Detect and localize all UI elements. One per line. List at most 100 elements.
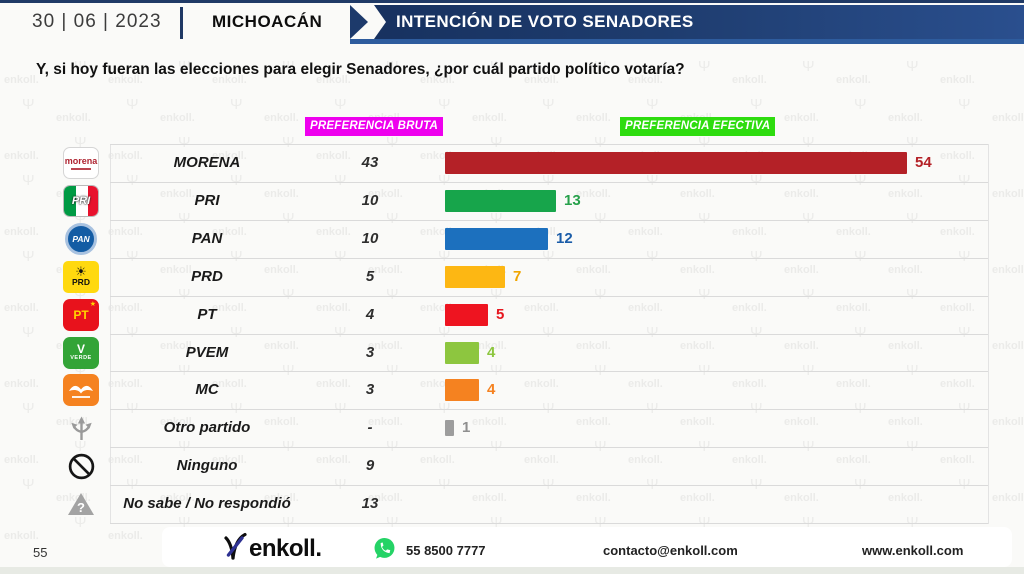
table-row: morena MORENA 43 54	[0, 144, 1024, 182]
watermark-text: enkoll.	[264, 264, 299, 276]
watermark-glyph-icon: Ψ	[386, 210, 399, 227]
watermark-text: enkoll.	[680, 492, 715, 504]
efectiva-bar	[445, 379, 479, 402]
row-separator	[110, 219, 988, 221]
watermark-text: enkoll.	[680, 340, 715, 352]
watermark-text: enkoll.	[836, 226, 871, 238]
watermark-text: enkoll.	[160, 340, 195, 352]
watermark-text: enkoll.	[212, 226, 247, 238]
efectiva-value: 54	[915, 154, 932, 171]
table-row: PT ★ PT 4 5	[0, 296, 1024, 334]
footer-website[interactable]: www.enkoll.com	[862, 543, 964, 558]
watermark-text: enkoll.	[108, 74, 143, 86]
watermark-glyph-icon: Ψ	[646, 96, 659, 113]
efectiva-value: 1	[462, 419, 471, 437]
bruta-column-header: PREFERENCIA BRUTA	[305, 117, 443, 136]
watermark-text: enkoll.	[888, 416, 923, 428]
watermark-glyph-icon: Ψ	[282, 210, 295, 227]
watermark-glyph-icon: Ψ	[230, 476, 243, 493]
watermark-glyph-icon: Ψ	[802, 362, 815, 379]
other-party-icon	[62, 412, 100, 444]
bruta-value: 5	[365, 267, 375, 285]
watermark-text: enkoll.	[992, 492, 1024, 504]
watermark-text: enkoll.	[368, 340, 403, 352]
watermark-glyph-icon: Ψ	[698, 438, 711, 455]
watermark-text: enkoll.	[836, 302, 871, 314]
watermark-glyph-icon: Ψ	[542, 172, 555, 189]
party-label: Otro partido	[163, 419, 251, 437]
efectiva-bar	[445, 420, 454, 437]
footer-phone: 55 8500 7777	[406, 543, 486, 558]
table-row: PAN PAN 10 12	[0, 220, 1024, 258]
morena-logo-icon: morena	[62, 147, 100, 179]
party-label: Ninguno	[176, 457, 238, 475]
watermark-text: enkoll.	[784, 340, 819, 352]
pan-logo-icon: PAN	[62, 222, 100, 255]
watermark-glyph-icon: Ψ	[178, 210, 191, 227]
watermark-glyph-icon: Ψ	[334, 96, 347, 113]
watermark-text: enkoll.	[368, 416, 403, 428]
watermark-glyph-icon: Ψ	[490, 210, 503, 227]
watermark-glyph-icon: Ψ	[542, 324, 555, 341]
efectiva-column-header: PREFERENCIA EFECTIVA	[620, 117, 776, 136]
watermark-glyph-icon: Ψ	[854, 96, 867, 113]
watermark-text: enkoll.	[212, 378, 247, 390]
watermark-glyph-icon: Ψ	[230, 248, 243, 265]
table-row: MC 3 4	[0, 371, 1024, 409]
footer-email[interactable]: contacto@enkoll.com	[603, 543, 738, 558]
watermark-glyph-icon: Ψ	[230, 400, 243, 417]
watermark-glyph-icon: Ψ	[438, 476, 451, 493]
title-banner: INTENCIÓN DE VOTO SENADORES	[350, 5, 1024, 39]
watermark-text: enkoll.	[888, 188, 923, 200]
table-row: ? No sabe / No respondió 13	[0, 485, 1024, 523]
watermark-glyph-icon: Ψ	[22, 400, 35, 417]
watermark-glyph-icon: Ψ	[802, 210, 815, 227]
watermark-text: enkoll.	[732, 454, 767, 466]
bruta-value: -	[367, 419, 373, 437]
pri-logo-icon: PRI	[62, 184, 100, 217]
watermark-text: enkoll.	[888, 112, 923, 124]
watermark-text: enkoll.	[940, 226, 975, 238]
row-separator	[110, 333, 988, 335]
watermark-glyph-icon: Ψ	[594, 210, 607, 227]
watermark-text: enkoll.	[420, 74, 455, 86]
row-separator	[110, 371, 988, 373]
none-icon	[62, 450, 100, 482]
watermark-glyph-icon: Ψ	[542, 400, 555, 417]
watermark-glyph-icon: Ψ	[906, 210, 919, 227]
watermark-glyph-icon: Ψ	[802, 58, 815, 75]
watermark-glyph-icon: Ψ	[490, 362, 503, 379]
watermark-glyph-icon: Ψ	[490, 286, 503, 303]
watermark-text: enkoll.	[4, 150, 39, 162]
watermark-text: enkoll.	[264, 340, 299, 352]
pvem-logo-icon: V VERDE	[62, 336, 100, 369]
watermark-text: enkoll.	[212, 302, 247, 314]
watermark-text: enkoll.	[108, 302, 143, 314]
watermark-text: enkoll.	[836, 74, 871, 86]
row-separator	[110, 295, 988, 297]
party-label: MORENA	[173, 154, 241, 171]
watermark-glyph-icon: Ψ	[750, 172, 763, 189]
table-row: Otro partido - 1	[0, 409, 1024, 447]
watermark-text: enkoll.	[472, 112, 507, 124]
watermark-text: enkoll.	[160, 112, 195, 124]
region-label: MICHOACÁN	[212, 12, 323, 31]
watermark-glyph-icon: Ψ	[282, 134, 295, 151]
watermark-glyph-icon: Ψ	[698, 286, 711, 303]
table-edge-line	[988, 144, 989, 524]
watermark-glyph-icon: Ψ	[490, 438, 503, 455]
watermark-glyph-icon: Ψ	[438, 248, 451, 265]
watermark-text: enkoll.	[732, 378, 767, 390]
watermark-glyph-icon: Ψ	[802, 514, 815, 531]
watermark-text: enkoll.	[160, 264, 195, 276]
watermark-glyph-icon: Ψ	[178, 58, 191, 75]
watermark-glyph-icon: Ψ	[906, 514, 919, 531]
watermark-glyph-icon: Ψ	[178, 514, 191, 531]
watermark-text: enkoll.	[4, 530, 39, 542]
watermark-text: enkoll.	[56, 112, 91, 124]
watermark-glyph-icon: Ψ	[126, 248, 139, 265]
party-label: PT	[197, 305, 217, 323]
party-label: No sabe / No respondió	[123, 495, 291, 513]
efectiva-bar	[445, 152, 907, 174]
